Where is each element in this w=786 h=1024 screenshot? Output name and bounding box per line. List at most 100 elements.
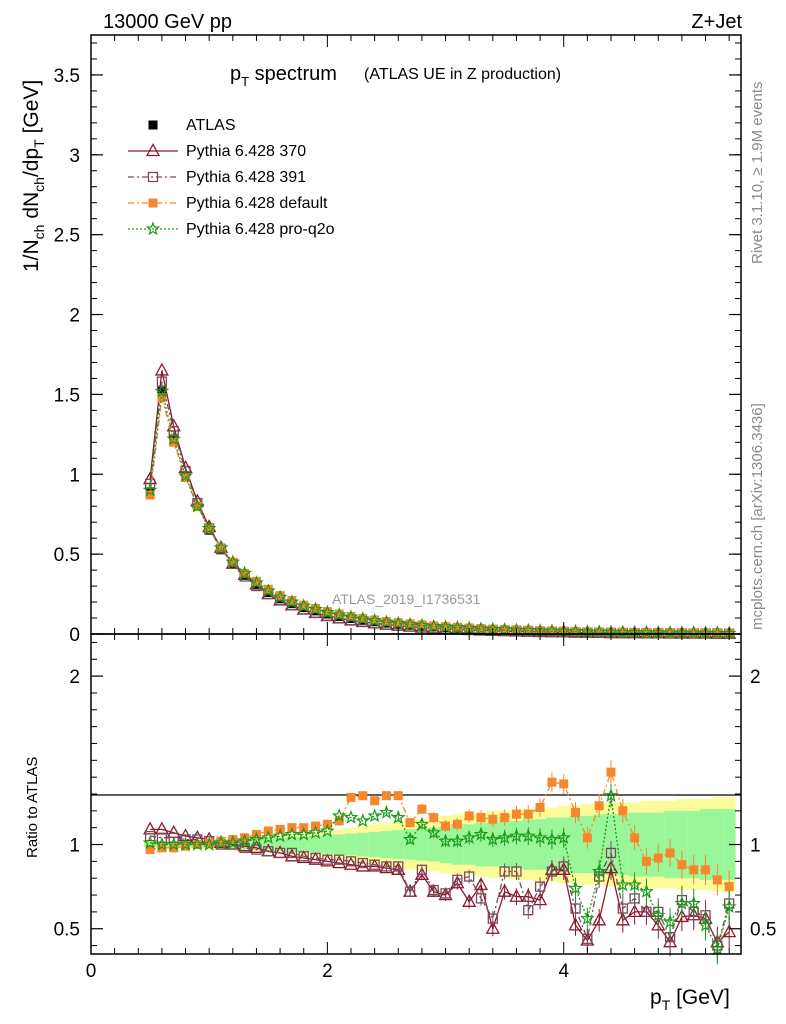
- ratio-series-2-point: [417, 804, 427, 814]
- ratio-band-green: [380, 831, 393, 858]
- main-series-4-point: [710, 625, 725, 640]
- ratio-series-3-point: [438, 833, 453, 848]
- ratio-series-2-point: [630, 833, 640, 843]
- ratio-series-3-point: [402, 831, 418, 846]
- main-series-4-point: [284, 594, 300, 609]
- ratio-series-0-point: [450, 875, 465, 889]
- main-series-4-point: [320, 604, 335, 619]
- main-series-4-point: [261, 583, 276, 598]
- main-series-4-point: [402, 616, 418, 631]
- ratio-series-3-point: [426, 824, 442, 839]
- main-series-2-point: [168, 425, 179, 437]
- ratio-series-3-point: [710, 941, 725, 956]
- ratio-series-2-point: [370, 796, 380, 806]
- ratio-series-1-point: [570, 903, 581, 914]
- main-series-4-point: [473, 621, 489, 636]
- ratio-series-3-point: [615, 877, 631, 892]
- legend: ATLAS Pythia 6.428 370 Pythia 6.428 391 …: [128, 117, 335, 238]
- ratio-band-green: [345, 833, 358, 856]
- ratio-plot-frame: [90, 633, 742, 955]
- ratio-series-2-point: [452, 819, 462, 829]
- ratio-series-1-point: [322, 854, 333, 865]
- ratio-series-0-point: [532, 892, 548, 906]
- ratio-series-1-point: [475, 893, 487, 904]
- ratio-series-2-point: [547, 777, 557, 787]
- main-series-3-point: [393, 618, 403, 628]
- ratio-series-0-point: [320, 853, 335, 867]
- main-series-1-point: [154, 362, 170, 376]
- ratio-series-1-point: [605, 847, 617, 859]
- ratio-band-green: [687, 810, 701, 879]
- main-series-3-point: [405, 619, 415, 629]
- ratio-series-2-point: [701, 865, 711, 875]
- main-series-4-point: [296, 598, 312, 613]
- ratio-series-3-point: [331, 808, 347, 823]
- ratio-band-green: [333, 834, 346, 855]
- ratio-series-3-point: [367, 808, 382, 823]
- ratio-series-2-point: [618, 806, 628, 816]
- ratio-y-tick-label: 0.5: [54, 920, 80, 941]
- header-energy-label: 13000 GeV pp: [103, 11, 232, 33]
- ratio-series-3-point: [568, 880, 583, 895]
- ratio-band-green: [321, 835, 334, 854]
- ratio-series-3-point: [662, 914, 678, 929]
- xlabel-subscript: T: [662, 997, 671, 1013]
- ratio-series-2-point: [181, 841, 191, 851]
- main-series-4-point: [615, 624, 631, 639]
- ratio-series-2-point: [429, 813, 439, 823]
- x-tick-label: 4: [558, 961, 569, 982]
- main-series-3-point: [381, 617, 391, 627]
- main-series-4-point: [142, 482, 158, 497]
- main-title-note: (ATLAS UE in Z production): [364, 66, 561, 83]
- main-series-4-point: [178, 468, 193, 483]
- ratio-series-3-point: [497, 830, 512, 844]
- ylabel-part-2: dN: [20, 192, 43, 225]
- ratio-series-3-point: [391, 809, 406, 824]
- main-series-3-point: [476, 624, 486, 634]
- ratio-series-2-point: [216, 836, 226, 846]
- ratio-series-3-point: [485, 831, 501, 846]
- ratio-y-tick-label-right: 1: [750, 836, 761, 857]
- legend-label-default: Pythia 6.428 default: [186, 195, 328, 212]
- ratio-series-0-point: [473, 877, 489, 891]
- main-series-4-point: [249, 575, 264, 590]
- ylabel-part-3: ch: [31, 177, 47, 192]
- ratio-series-1-point: [582, 933, 593, 944]
- main-series-3-point: [145, 490, 155, 500]
- ratio-series-3-point: [379, 804, 394, 819]
- ratio-series-3-point: [698, 917, 713, 932]
- ratio-series-1-point: [156, 832, 168, 843]
- main-series-3-point: [322, 607, 332, 617]
- main-series-3-point: [311, 603, 321, 613]
- ratio-series-3-point: [343, 809, 359, 824]
- ratio-series-3-point: [237, 833, 252, 848]
- ylabel-part-5: T: [31, 139, 47, 148]
- ratio-series-0-point: [568, 917, 583, 931]
- ratio-series-2-point: [346, 792, 356, 802]
- main-series-3-point: [429, 621, 439, 631]
- ratio-series-2-point: [157, 843, 167, 853]
- ratio-band-green: [593, 814, 606, 875]
- ratio-series-1-point: [546, 866, 558, 877]
- ratio-series-3-point: [296, 826, 312, 841]
- main-series-3-point: [712, 628, 722, 638]
- ratio-series-3-point: [520, 828, 536, 843]
- ratio-band-green: [368, 831, 382, 858]
- ratio-series-3-point: [580, 910, 595, 925]
- ratio-series-3-point: [450, 833, 465, 848]
- ratio-series-0-point: [627, 904, 642, 918]
- ratio-series-2-point: [145, 845, 155, 855]
- main-series-4-point: [521, 622, 536, 637]
- main-title: pT spectrum: [230, 63, 337, 89]
- ratio-series-1-point: [381, 861, 392, 872]
- main-series-4-point: [497, 621, 512, 636]
- ratio-series-2-point: [689, 865, 699, 875]
- ratio-series-1-point: [617, 903, 628, 914]
- ratio-series-2-point: [192, 840, 202, 850]
- main-series-4-point: [213, 539, 229, 554]
- main-y-tick-label: 3.5: [54, 66, 80, 87]
- ratio-series-1-point: [334, 854, 345, 865]
- ratio-series-1-point: [499, 866, 510, 877]
- ratio-series-2-point: [641, 856, 651, 866]
